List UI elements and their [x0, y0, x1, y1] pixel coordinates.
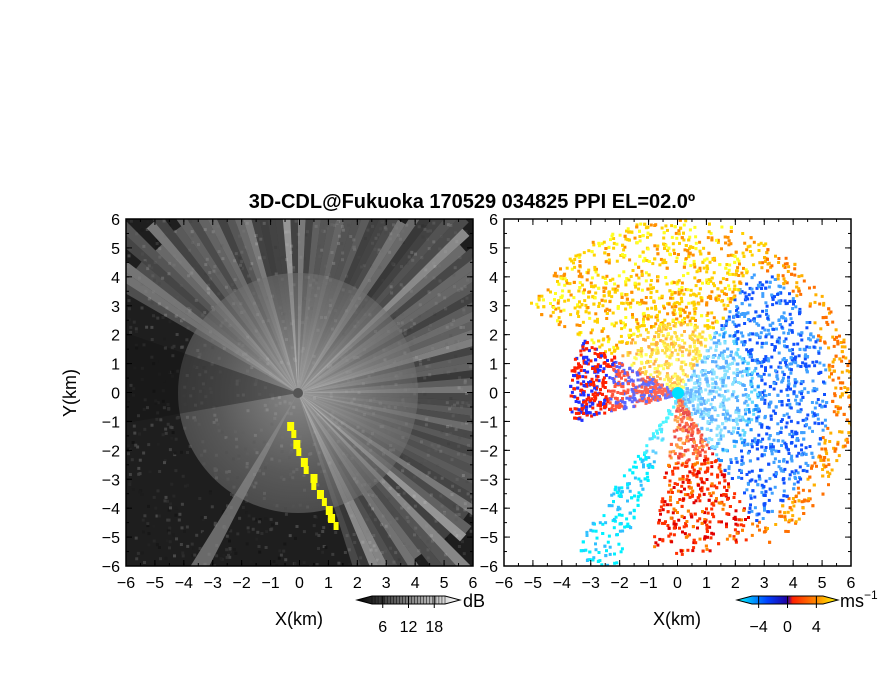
x-tick-label: 1	[324, 575, 333, 592]
x-tick-label: −1	[639, 575, 657, 592]
right-x-axis-label: X(km)	[653, 609, 701, 629]
x-tick-label: 3	[382, 575, 391, 592]
left-highlight-streak	[287, 422, 339, 530]
right-velocity-field	[530, 219, 851, 566]
right-colorbar-unit-base: ms	[840, 591, 864, 611]
colorbar-tick-label: 0	[783, 619, 792, 636]
x-tick-label: −6	[117, 575, 135, 592]
colorbar-tick-label: 12	[400, 619, 418, 636]
y-tick-label: 0	[111, 386, 120, 403]
colorbar-tick-label: 18	[425, 619, 443, 636]
x-tick-label: −2	[233, 575, 251, 592]
y-tick-label: 5	[489, 241, 498, 258]
x-tick-label: 6	[847, 575, 856, 592]
y-tick-label: −3	[102, 472, 120, 489]
y-tick-label: 3	[111, 299, 120, 316]
y-tick-label: −4	[480, 501, 498, 518]
x-tick-label: −4	[553, 575, 571, 592]
right-panel-velocity: −6 −5 −4 −3 −2 −1 0 1 2 3 4 5 6 6 5 4 3 2 1 0 −1 −2 −3 −4 −5 −6 X…	[480, 212, 878, 636]
y-tick-label: −4	[102, 501, 120, 518]
right-colorbar: −4 0 4 ms−1	[735, 588, 878, 636]
colorbar-tick-label: −4	[750, 619, 768, 636]
y-tick-label: 4	[489, 270, 498, 287]
y-tick-label: −1	[102, 414, 120, 431]
x-tick-label: −3	[582, 575, 600, 592]
x-tick-label: −5	[146, 575, 164, 592]
y-tick-label: −6	[102, 559, 120, 576]
x-tick-label: 4	[411, 575, 420, 592]
x-tick-label: 0	[295, 575, 304, 592]
x-tick-label: −2	[611, 575, 629, 592]
left-x-axis-label: X(km)	[275, 609, 323, 629]
y-tick-label: 2	[111, 328, 120, 345]
y-tick-label: −3	[480, 472, 498, 489]
y-tick-label: 1	[489, 357, 498, 374]
left-y-axis-label: Y(km)	[60, 369, 80, 417]
x-tick-label: 5	[818, 575, 827, 592]
left-colorbar-unit: dB	[463, 591, 485, 611]
y-tick-label: 0	[489, 386, 498, 403]
y-tick-label: 3	[489, 299, 498, 316]
x-tick-label: 4	[789, 575, 798, 592]
x-tick-label: 6	[469, 575, 478, 592]
right-colorbar-unit: ms−1	[840, 588, 878, 611]
y-tick-label: −2	[102, 443, 120, 460]
x-tick-label: −5	[524, 575, 542, 592]
x-tick-label: 1	[702, 575, 711, 592]
y-tick-label: 1	[111, 357, 120, 374]
x-tick-label: 2	[731, 575, 740, 592]
colorbar-tick-label: 4	[812, 619, 821, 636]
x-tick-label: 0	[673, 575, 682, 592]
x-tick-label: 5	[440, 575, 449, 592]
x-tick-label: −3	[204, 575, 222, 592]
y-tick-label: −5	[480, 530, 498, 547]
y-tick-label: −6	[480, 559, 498, 576]
x-tick-label: 3	[760, 575, 769, 592]
y-tick-label: 6	[111, 212, 120, 229]
y-tick-label: −2	[480, 443, 498, 460]
left-colorbar: 6 12 18 dB	[355, 591, 485, 636]
y-tick-label: −5	[102, 530, 120, 547]
colorbar-tick-label: 6	[378, 619, 387, 636]
y-tick-label: 4	[111, 270, 120, 287]
left-beam-rays	[126, 219, 473, 566]
x-tick-label: −4	[175, 575, 193, 592]
y-tick-label: −1	[480, 414, 498, 431]
y-tick-label: 6	[489, 212, 498, 229]
left-radar-site-marker	[293, 388, 303, 398]
right-colorbar-unit-exp: −1	[864, 588, 878, 602]
right-radar-site-marker	[672, 387, 684, 399]
y-tick-label: 5	[111, 241, 120, 258]
x-tick-label: −1	[261, 575, 279, 592]
x-tick-label: −6	[495, 575, 513, 592]
x-tick-label: 2	[353, 575, 362, 592]
figure-title: 3D-CDL@Fukuoka 170529 034825 PPI EL=02.0…	[249, 191, 695, 213]
y-tick-label: 2	[489, 328, 498, 345]
